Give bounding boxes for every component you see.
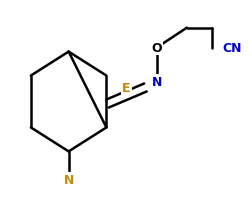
Text: O: O bbox=[151, 42, 161, 55]
Text: N: N bbox=[151, 76, 161, 89]
Text: CN: CN bbox=[221, 42, 241, 55]
Text: N: N bbox=[63, 173, 74, 186]
Text: E: E bbox=[122, 82, 130, 95]
